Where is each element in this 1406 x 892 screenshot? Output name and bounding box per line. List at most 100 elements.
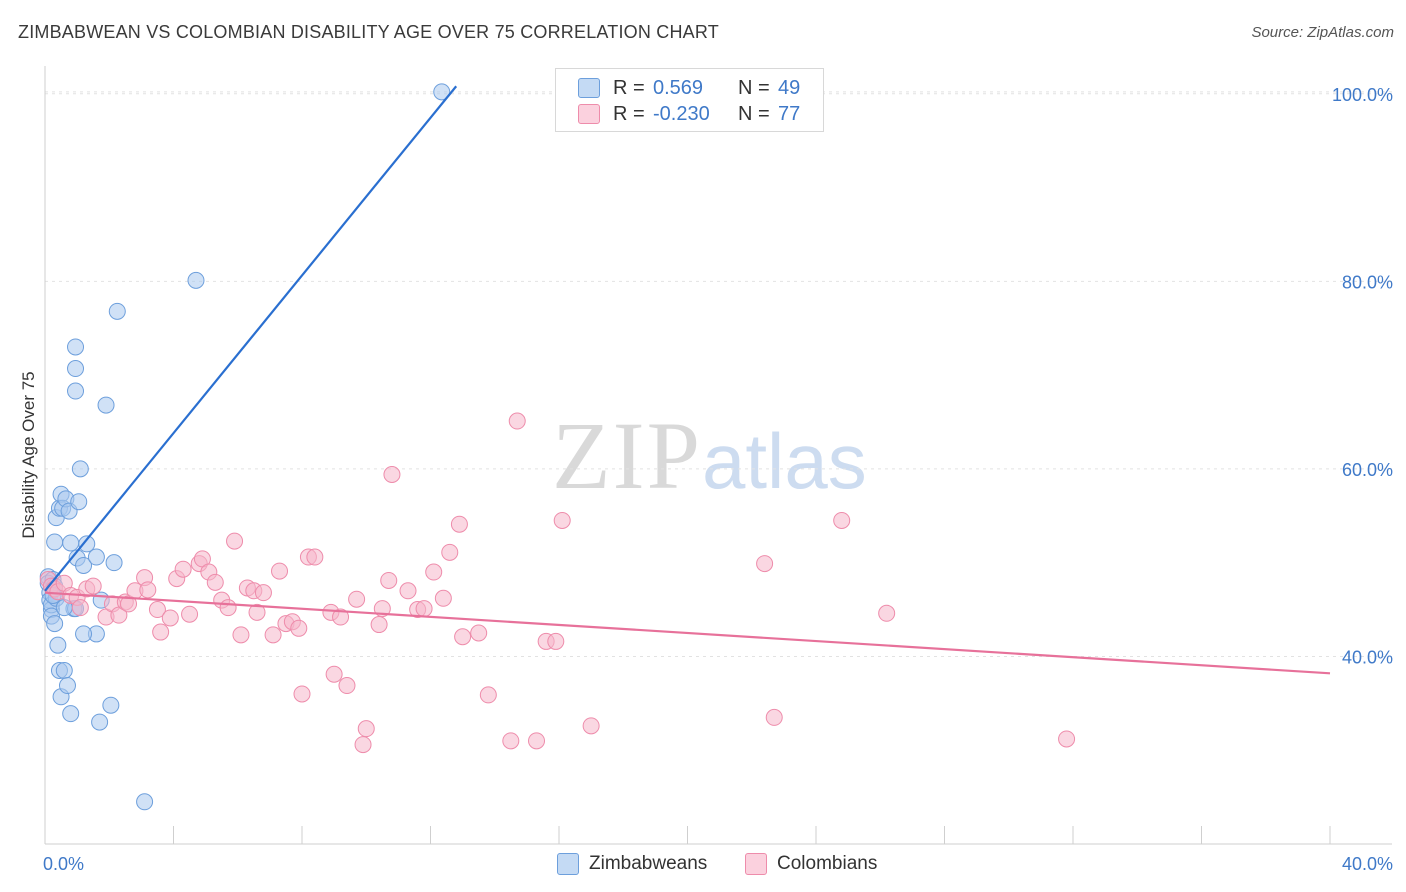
colombian-point [380, 571, 398, 589]
colombian-point [348, 590, 366, 608]
colombian-point [161, 609, 179, 627]
colombian-point [174, 560, 192, 578]
colombian-point [528, 732, 546, 750]
x-tick-label: 0.0% [43, 854, 84, 874]
y-tick-label: 40.0% [1342, 647, 1393, 667]
colombian-point [479, 686, 497, 704]
colombian-point [332, 608, 350, 626]
zimbabwean-point [67, 360, 85, 378]
colombian-point [553, 511, 571, 529]
colombian-point [765, 708, 783, 726]
colombian-point [293, 685, 311, 703]
bottom-legend-colombians: Colombians [745, 852, 877, 876]
zimbabwean-point [46, 615, 64, 633]
legend-r-label: R = [613, 76, 645, 99]
gridlines [45, 91, 1392, 657]
colombian-point [383, 466, 401, 484]
zimbabwean-point [58, 677, 76, 695]
zimbabwean-point [75, 625, 93, 643]
colombian-point [502, 732, 520, 750]
axes [44, 66, 1392, 845]
colombian-point [152, 623, 170, 641]
colombian-point [450, 515, 468, 533]
colombian-point [325, 665, 343, 683]
zimbabwean-point [62, 705, 80, 723]
data-points [39, 83, 1076, 811]
colombian-point [306, 548, 324, 566]
colombian-point [425, 563, 443, 581]
colombian-point [582, 717, 600, 735]
colombian-point [181, 605, 199, 623]
colombian-point [399, 582, 417, 600]
zimbabwean-point [71, 460, 89, 478]
zimbabwean-point [67, 382, 85, 400]
y-tick-label: 80.0% [1342, 272, 1393, 292]
legend-row-colombians: R = -0.230 N = 77 [578, 102, 800, 126]
zimbabwean-point [55, 662, 73, 680]
zimbabwean-point [187, 271, 205, 289]
zimbabwean-point [62, 534, 80, 552]
watermark-atlas: atlas [702, 417, 867, 505]
colombian-point [756, 555, 774, 573]
bottom-legend-label-zimbabweans: Zimbabweans [589, 853, 708, 874]
colombian-point [547, 632, 565, 650]
legend-r-label: R = [613, 102, 645, 125]
colombian-point [454, 628, 472, 646]
x-tick-label: 40.0% [1342, 854, 1393, 874]
watermark: ZIPatlas [552, 400, 867, 511]
legend-n-value: 49 [778, 76, 801, 99]
colombian-point [470, 624, 488, 642]
legend-n-label: N = [738, 76, 770, 99]
legend-n-label: N = [738, 102, 770, 125]
colombian-point [1058, 730, 1076, 748]
zimbabwean-point [105, 554, 123, 572]
colombian-trend-line [44, 591, 1331, 675]
colombian-point [415, 600, 433, 618]
zimbabwean-point [87, 548, 105, 566]
zimbabwean-point [433, 83, 451, 101]
colombian-point [226, 532, 244, 550]
colombian-point [833, 511, 851, 529]
colombian-point [354, 736, 372, 754]
y-tick-label: 60.0% [1342, 460, 1393, 480]
zimbabwean-point [78, 535, 96, 553]
zimbabwean-point [70, 493, 88, 511]
zimbabwean-point [75, 556, 93, 574]
zimbabwean-point [97, 396, 115, 414]
colombian-point [370, 616, 388, 634]
zimbabwean-point [102, 696, 120, 714]
legend-r-value: -0.230 [653, 102, 710, 125]
legend-r-value: 0.569 [653, 76, 704, 99]
colombian-point [139, 581, 157, 599]
legend-swatch-zimbabweans [578, 78, 600, 98]
colombian-point [206, 573, 224, 591]
colombian-point [441, 543, 459, 561]
bottom-legend-label-colombians: Colombians [777, 853, 878, 874]
zimbabwean-trend-line [44, 85, 458, 592]
zimbabwean-point [108, 302, 126, 320]
bottom-legend-zimbabweans: Zimbabweans [557, 852, 707, 876]
watermark-zip: ZIP [552, 402, 702, 509]
colombian-point [248, 603, 266, 621]
colombian-point [878, 604, 896, 622]
zimbabwean-point [49, 636, 67, 654]
bottom-legend-swatch-zimbabweans [557, 853, 579, 875]
legend: R = 0.569 N = 49 R = -0.230 N = 77 [555, 68, 824, 132]
colombian-point [219, 599, 237, 617]
colombian-point [434, 589, 452, 607]
chart-title: ZIMBABWEAN VS COLOMBIAN DISABILITY AGE O… [18, 22, 719, 42]
colombian-point [71, 599, 89, 617]
colombian-point [338, 677, 356, 695]
zimbabwean-point [136, 793, 154, 811]
colombian-point [357, 720, 375, 738]
tick-labels: 40.0% 60.0% 80.0% 100.0% 0.0% 40.0% [43, 85, 1393, 874]
trend-lines [44, 85, 1331, 675]
colombian-point [232, 626, 250, 644]
bottom-legend-swatch-colombians [745, 853, 767, 875]
zimbabwean-point [67, 338, 85, 356]
colombian-point [290, 619, 308, 637]
legend-row-zimbabweans: R = 0.569 N = 49 [578, 76, 800, 100]
zimbabwean-point [46, 533, 64, 551]
colombian-point [84, 577, 102, 595]
